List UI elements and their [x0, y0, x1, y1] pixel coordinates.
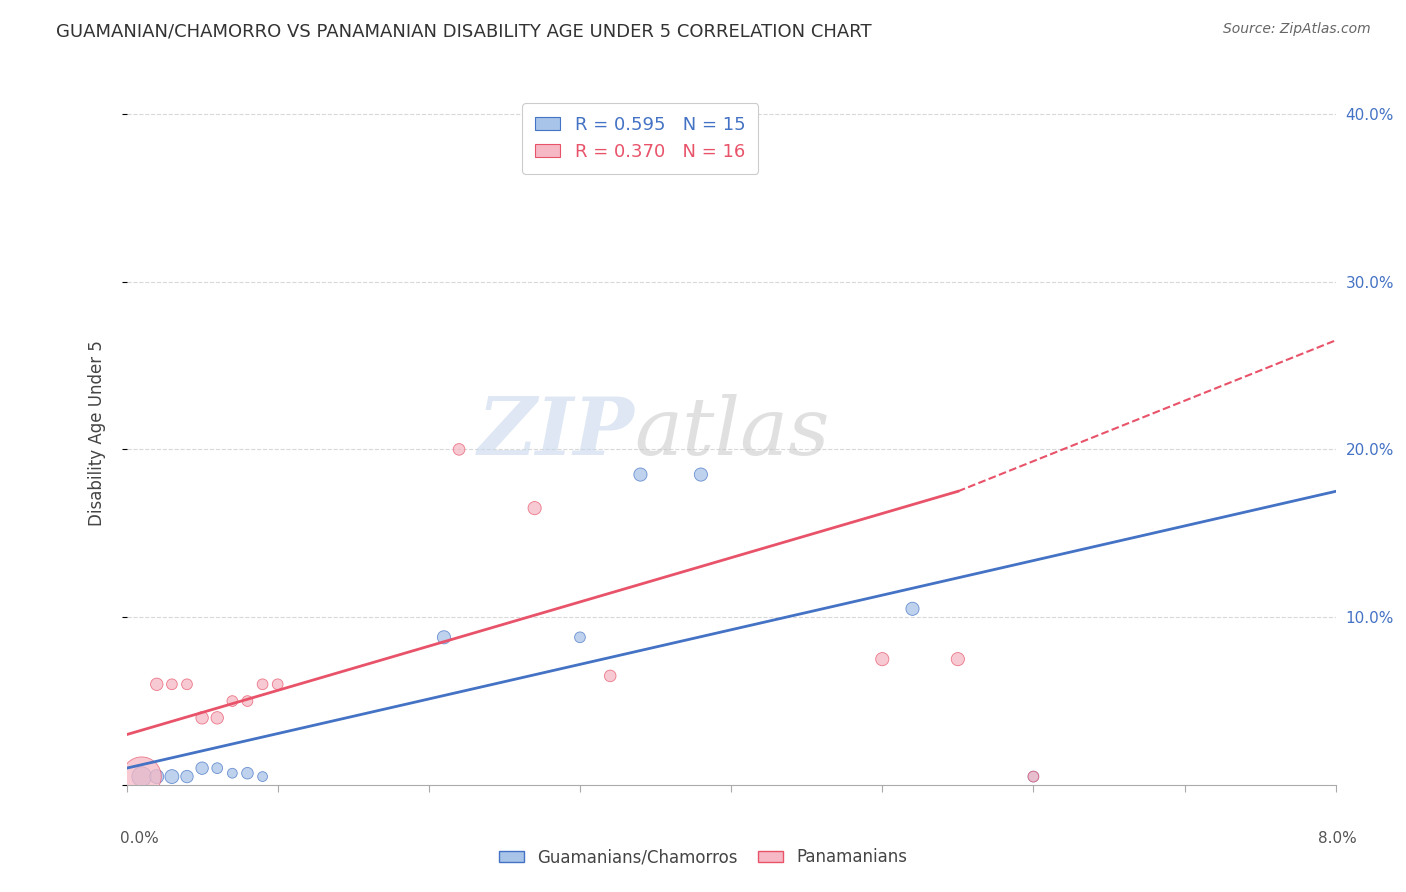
- Point: [901, 602, 924, 616]
- Point: [146, 770, 169, 784]
- Point: [252, 770, 274, 784]
- Point: [236, 766, 259, 780]
- Point: [205, 761, 228, 775]
- Point: [946, 652, 969, 666]
- Legend: Guamanians/Chamorros, Panamanians: Guamanians/Chamorros, Panamanians: [492, 842, 914, 873]
- Point: [447, 442, 470, 457]
- Point: [146, 677, 169, 691]
- Legend: R = 0.595   N = 15, R = 0.370   N = 16: R = 0.595 N = 15, R = 0.370 N = 16: [523, 103, 758, 174]
- Point: [205, 711, 228, 725]
- Point: [433, 630, 456, 644]
- Point: [160, 770, 183, 784]
- Text: GUAMANIAN/CHAMORRO VS PANAMANIAN DISABILITY AGE UNDER 5 CORRELATION CHART: GUAMANIAN/CHAMORRO VS PANAMANIAN DISABIL…: [56, 22, 872, 40]
- Text: 8.0%: 8.0%: [1317, 831, 1357, 846]
- Point: [1022, 770, 1045, 784]
- Point: [872, 652, 894, 666]
- Point: [221, 694, 243, 708]
- Point: [131, 770, 153, 784]
- Point: [221, 766, 243, 780]
- Point: [252, 677, 274, 691]
- Text: atlas: atlas: [634, 394, 830, 471]
- Point: [630, 467, 652, 482]
- Point: [131, 770, 153, 784]
- Point: [523, 501, 546, 516]
- Point: [267, 677, 290, 691]
- Point: [160, 677, 183, 691]
- Point: [689, 467, 711, 482]
- Text: 0.0%: 0.0%: [120, 831, 159, 846]
- Point: [176, 677, 198, 691]
- Y-axis label: Disability Age Under 5: Disability Age Under 5: [87, 340, 105, 525]
- Point: [236, 694, 259, 708]
- Point: [599, 669, 621, 683]
- Point: [191, 761, 214, 775]
- Point: [568, 630, 592, 644]
- Text: ZIP: ZIP: [478, 394, 634, 471]
- Point: [191, 711, 214, 725]
- Point: [176, 770, 198, 784]
- Point: [1022, 770, 1045, 784]
- Text: Source: ZipAtlas.com: Source: ZipAtlas.com: [1223, 22, 1371, 37]
